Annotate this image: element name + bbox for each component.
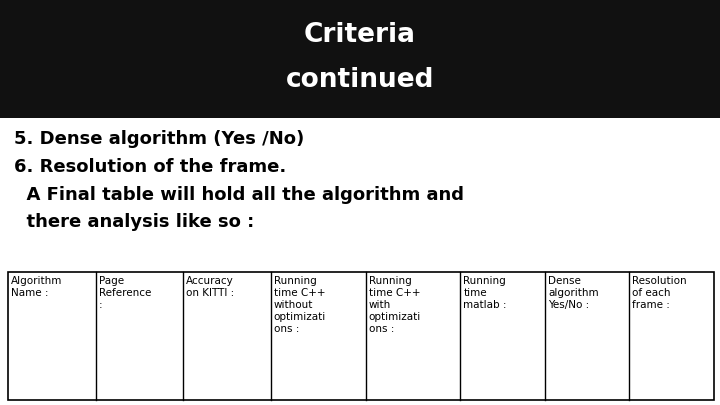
Text: continued: continued (286, 67, 434, 93)
Text: Accuracy
on KITTI :: Accuracy on KITTI : (186, 276, 235, 298)
Bar (0, 0, 720, 118)
Text: 6. Resolution of the frame.: 6. Resolution of the frame. (14, 158, 287, 176)
Text: Page
Reference
:: Page Reference : (99, 276, 151, 310)
Text: there analysis like so :: there analysis like so : (14, 213, 254, 231)
Text: Running
time C++
without
optimizati
ons :: Running time C++ without optimizati ons … (274, 276, 326, 334)
Text: Algorithm
Name :: Algorithm Name : (11, 276, 63, 298)
Text: Resolution
of each
frame :: Resolution of each frame : (632, 276, 687, 310)
Text: Criteria: Criteria (304, 22, 416, 48)
Text: 5. Dense algorithm (Yes /No): 5. Dense algorithm (Yes /No) (14, 130, 305, 148)
Bar (8, 272, 714, 400)
Text: Dense
algorithm
Yes/No :: Dense algorithm Yes/No : (548, 276, 598, 310)
Text: Running
time C++
with
optimizati
ons :: Running time C++ with optimizati ons : (369, 276, 421, 334)
Text: A Final table will hold all the algorithm and: A Final table will hold all the algorith… (14, 186, 464, 204)
Text: Running
time
matlab :: Running time matlab : (464, 276, 507, 310)
